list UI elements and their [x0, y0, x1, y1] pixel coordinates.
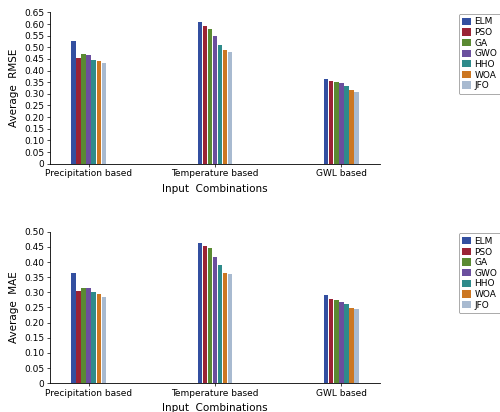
- X-axis label: Input  Combinations: Input Combinations: [162, 403, 268, 412]
- Bar: [228, 274, 232, 383]
- Bar: [344, 304, 348, 383]
- Bar: [334, 300, 338, 383]
- Bar: [102, 297, 106, 383]
- Y-axis label: Average  RMSE: Average RMSE: [9, 49, 19, 127]
- Bar: [86, 56, 91, 164]
- Bar: [223, 50, 228, 164]
- Legend: ELM, PSO, GA, GWO, HHO, WOA, JFO: ELM, PSO, GA, GWO, HHO, WOA, JFO: [458, 14, 500, 94]
- Bar: [198, 243, 202, 383]
- X-axis label: Input  Combinations: Input Combinations: [162, 184, 268, 194]
- Bar: [218, 265, 222, 383]
- Bar: [218, 45, 222, 164]
- Bar: [72, 42, 76, 164]
- Bar: [329, 81, 334, 164]
- Bar: [212, 257, 218, 383]
- Bar: [349, 308, 354, 383]
- Bar: [202, 26, 207, 164]
- Bar: [324, 295, 328, 383]
- Bar: [339, 302, 344, 383]
- Bar: [223, 273, 228, 383]
- Bar: [76, 58, 81, 164]
- Bar: [208, 29, 212, 164]
- Y-axis label: Average  MAE: Average MAE: [9, 272, 19, 343]
- Bar: [329, 299, 334, 383]
- Bar: [228, 52, 232, 164]
- Bar: [354, 92, 358, 164]
- Bar: [92, 60, 96, 164]
- Bar: [96, 61, 101, 164]
- Bar: [82, 288, 86, 383]
- Bar: [334, 82, 338, 164]
- Bar: [96, 295, 101, 383]
- Bar: [198, 22, 202, 164]
- Bar: [339, 83, 344, 164]
- Legend: ELM, PSO, GA, GWO, HHO, WOA, JFO: ELM, PSO, GA, GWO, HHO, WOA, JFO: [458, 233, 500, 313]
- Bar: [202, 246, 207, 383]
- Bar: [324, 79, 328, 164]
- Bar: [86, 288, 91, 383]
- Bar: [212, 36, 218, 164]
- Bar: [349, 90, 354, 164]
- Bar: [208, 248, 212, 383]
- Bar: [102, 63, 106, 164]
- Bar: [82, 54, 86, 164]
- Bar: [72, 273, 76, 383]
- Bar: [92, 293, 96, 383]
- Bar: [354, 309, 358, 383]
- Bar: [76, 291, 81, 383]
- Bar: [344, 86, 348, 164]
